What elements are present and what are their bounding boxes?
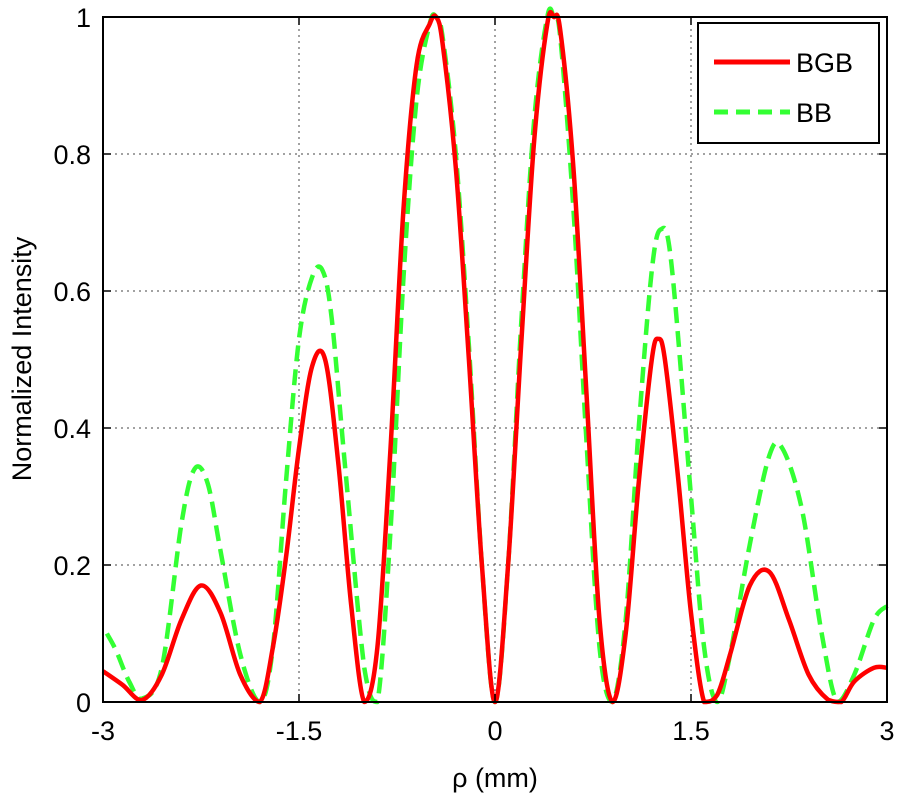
grid xyxy=(103,17,887,702)
series-line-bgb xyxy=(101,10,888,705)
x-tick-label: 1.5 xyxy=(672,716,710,746)
x-tick-label: -1.5 xyxy=(276,716,323,746)
tick-labels: -3 -1.5 0 1.5 3 0 0.2 0.4 0.6 0.8 1 xyxy=(53,3,894,746)
y-tick-label: 0 xyxy=(76,688,91,718)
x-axis-label: ρ (mm) xyxy=(452,763,538,793)
x-tick-label: 3 xyxy=(879,716,894,746)
y-tick-label: 0.2 xyxy=(53,551,91,581)
y-tick-label: 1 xyxy=(76,3,91,33)
x-tick-label: -3 xyxy=(91,716,115,746)
legend-box xyxy=(697,22,880,144)
y-axis-label: Normalized Intensity xyxy=(7,236,37,481)
legend-label-bb: BB xyxy=(796,98,832,128)
x-tick-label: 0 xyxy=(487,716,502,746)
y-tick-label: 0.4 xyxy=(53,414,91,444)
legend: BGB BB xyxy=(697,22,880,144)
y-tick-label: 0.8 xyxy=(53,140,91,170)
y-tick-label: 0.6 xyxy=(53,277,91,307)
legend-label-bgb: BGB xyxy=(796,48,853,78)
ticks xyxy=(102,16,888,703)
